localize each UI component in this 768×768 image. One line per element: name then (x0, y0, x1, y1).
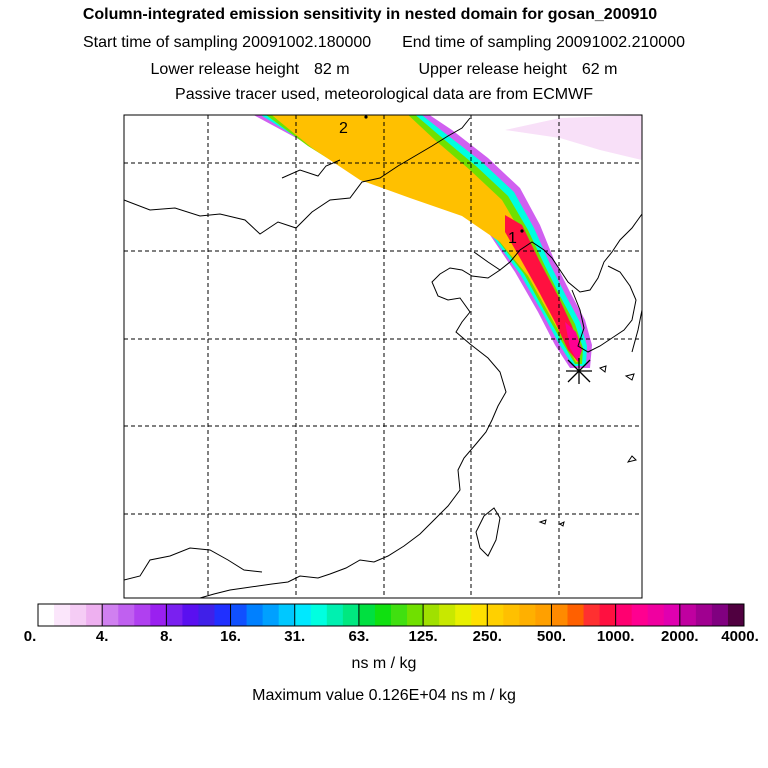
colorbar-segment (278, 604, 296, 626)
colorbar-segment (182, 604, 199, 626)
colorbar-segment (423, 604, 440, 626)
colorbar-segment (663, 604, 681, 626)
colorbar-segment (679, 604, 697, 626)
upper-height-label: Upper release height (418, 61, 567, 78)
colorbar-tick-label: 500. (536, 628, 567, 645)
start-value: 20091002.180000 (242, 34, 372, 51)
coastlines (124, 117, 642, 598)
colorbar-segment (551, 604, 568, 626)
colorbar-segment (150, 604, 167, 626)
colorbar (38, 604, 745, 626)
colorbar-segment (102, 604, 119, 626)
faint-sensitivity-area (505, 115, 642, 160)
colorbar-segment (374, 604, 392, 626)
colorbar-segment (342, 604, 360, 626)
colorbar-segment (407, 604, 424, 626)
colorbar-segment (487, 604, 504, 626)
end-label: End time of sampling (402, 34, 552, 51)
colorbar-tick-label: 0. (23, 628, 37, 645)
max-label: Maximum value (252, 687, 365, 704)
upper-height-value: 62 m (581, 61, 618, 78)
colorbar-tick-label: 8. (160, 628, 173, 645)
colorbar-tick-label: 63. (348, 628, 370, 645)
colorbar-segment (535, 604, 552, 626)
plume-core-red (505, 215, 580, 362)
colorbar-segment (358, 604, 376, 626)
start-label: Start time of sampling (82, 34, 238, 51)
colorbar-segment (198, 604, 215, 626)
tracer-note: Passive tracer used, meteorological data… (175, 86, 593, 103)
marker-1-dot (520, 229, 524, 233)
colorbar-segment (134, 604, 151, 626)
colorbar-segment (214, 604, 232, 626)
colorbar-segment (70, 604, 87, 626)
colorbar-segment (38, 604, 55, 626)
colorbar-segment (54, 604, 71, 626)
colorbar-tick-label: 4000. (721, 628, 759, 645)
colorbar-segment (86, 604, 103, 626)
colorbar-segment (262, 604, 280, 626)
release-star-icon (566, 358, 592, 384)
lower-height-value: 82 m (313, 61, 350, 78)
colorbar-segment (519, 604, 536, 626)
colorbar-segment (695, 604, 713, 626)
marker-1: 1 (508, 230, 517, 247)
marker-2-dot (364, 115, 368, 119)
colorbar-tick-label: 4. (95, 628, 109, 645)
maximum-value: Maximum value 0.126E+04 ns m / kg (0, 687, 768, 705)
sampling-times: Start time of sampling 20091002.180000 E… (0, 34, 768, 52)
max-value: 0.126E+04 (368, 687, 447, 704)
map-content: 2 1 (124, 115, 642, 598)
colorbar-tick-label: 125. (408, 628, 438, 645)
release-heights: Lower release height 82 m Upper release … (0, 61, 768, 79)
colorbar-segment (439, 604, 456, 626)
colorbar-segment (455, 604, 472, 626)
plume-outer (253, 115, 592, 368)
max-units: ns m / kg (450, 687, 516, 704)
lower-height-label: Lower release height (150, 61, 300, 78)
colorbar-tick-label: 2000. (661, 628, 699, 645)
colorbar-segment (711, 604, 729, 626)
colorbar-units: ns m / kg (351, 655, 417, 672)
colorbar-segment (471, 604, 488, 626)
colorbar-segment (631, 604, 649, 626)
colorbar-tick-label: 250. (472, 628, 502, 645)
colorbar-segment (727, 604, 745, 626)
colorbar-segment (503, 604, 520, 626)
colorbar-segment (230, 604, 248, 626)
colorbar-segment (118, 604, 135, 626)
colorbar-segment (567, 604, 585, 626)
colorbar-segment (583, 604, 601, 626)
colorbar-frame (37, 603, 745, 627)
colorbar-segment (310, 604, 328, 626)
lat-lon-grid (124, 115, 642, 598)
colorbar-tick-label: 1000. (596, 628, 635, 645)
colorbar-tick-label: 16. (220, 628, 241, 645)
end-value: 20091002.210000 (555, 34, 685, 51)
map-frame (123, 114, 643, 599)
colorbar-segment (166, 604, 183, 626)
colorbar-segment (246, 604, 264, 626)
colorbar-segment (294, 604, 312, 626)
colorbar-segment (647, 604, 665, 626)
plume-core-magenta (565, 322, 582, 362)
colorbar-segment (326, 604, 344, 626)
plot-title: Column-integrated emission sensitivity i… (82, 6, 658, 23)
colorbar-tick-label: 31. (284, 628, 306, 645)
colorbar-segment (599, 604, 617, 626)
marker-2: 2 (339, 120, 348, 137)
colorbar-segment (391, 604, 408, 626)
colorbar-segment (615, 604, 633, 626)
